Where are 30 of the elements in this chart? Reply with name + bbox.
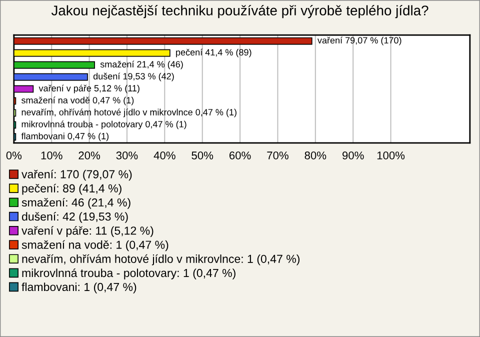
data-label: nevařím, ohřívám hotové jídlo v mikrovlnce 0,47 % (1) [22, 108, 236, 118]
x-tick-label: 70% [267, 152, 288, 160]
x-tick-label: 40% [154, 152, 176, 160]
x-tick-label: 0% [6, 152, 22, 160]
data-label: vaření v páře 5,12 % (11) [38, 84, 140, 94]
x-tick-label: 100% [377, 152, 405, 160]
legend-label: vaření v páře: 11 (5,12 %) [22, 226, 154, 238]
x-tick-label: 50% [192, 152, 214, 160]
legend-label: pečení: 89 (41,4 %) [22, 184, 122, 195]
x-tick-label: 90% [342, 152, 364, 160]
legend-label: smažení na vodě: 1 (0,47 %) [22, 240, 168, 252]
data-label: smažení na vodě 0,47 % (1) [22, 96, 134, 106]
legend-label: vaření: 170 (79,07 %) [22, 170, 132, 181]
x-tick-label: 80% [304, 152, 326, 160]
x-tick-label: 10% [41, 152, 62, 160]
chart-title: Jakou nejčastější techniku používáte při výrobě teplého jídla? [51, 5, 428, 18]
legend-label: flambovani: 1 (0,47 %) [22, 282, 136, 294]
legend-label: dušení: 42 (19,53 %) [22, 212, 128, 223]
x-tick-label: 30% [116, 152, 138, 160]
legend-label: mikrovlnná trouba - polotovary: 1 (0,47 %) [22, 268, 236, 280]
data-label: smažení 21,4 % (46) [100, 60, 183, 70]
data-label: mikrovlnná trouba - polotovary 0,47 % (1) [22, 120, 186, 130]
legend-label: nevařím, ohřívám hotové jídlo v mikrovlnce: 1 (0,47 %) [22, 254, 300, 266]
data-label: vaření 79,07 % (170) [317, 36, 402, 46]
data-label: dušení 19,53 % (42) [93, 72, 174, 82]
x-tick-label: 20% [78, 152, 100, 160]
data-label: pečení 41,4 % (89) [176, 48, 252, 58]
x-tick-label: 60% [229, 152, 251, 160]
data-label: flambovani 0,47 % (1) [21, 132, 108, 142]
legend-label: smažení: 46 (21,4 %) [22, 198, 130, 209]
